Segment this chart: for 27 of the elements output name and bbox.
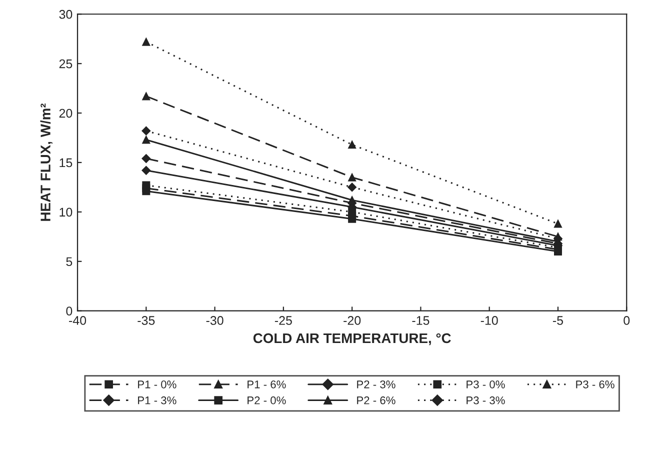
x-tick-label: -10 <box>480 316 498 325</box>
y-tick-label: 15 <box>60 158 72 168</box>
x-tick-label: -25 <box>274 316 292 325</box>
x-tick-label: -40 <box>69 316 86 325</box>
x-tick-label: -15 <box>412 316 430 325</box>
y-tick-label: 10 <box>60 208 72 217</box>
x-tick-label: -30 <box>206 316 224 325</box>
legend-label: P3 - 3% <box>466 396 505 404</box>
x-axis-title: COLD AIR TEMPERATURE, °C <box>253 333 451 346</box>
y-axis-title: HEAT FLUX, W/m² <box>40 104 52 221</box>
x-tick-label: -35 <box>138 316 155 325</box>
y-tick-label: 5 <box>66 257 72 266</box>
legend-label: P1 - 0% <box>138 380 176 388</box>
y-tick-label: 0 <box>66 306 72 316</box>
legend-label: P2 - 0% <box>248 396 286 404</box>
x-tick-label: 0 <box>624 316 630 325</box>
y-tick-label: 30 <box>59 10 72 19</box>
legend-label: P3 - 6% <box>576 380 614 388</box>
x-tick-label: -5 <box>552 316 564 325</box>
y-tick-label: 20 <box>59 108 72 118</box>
legend-label: P3 - 0% <box>466 380 505 388</box>
y-tick-label: 25 <box>59 59 72 68</box>
legend-label: P2 - 3% <box>357 380 396 388</box>
legend-label: P1 - 6% <box>248 380 286 388</box>
legend-label: P2 - 6% <box>357 396 396 404</box>
x-tick-label: -20 <box>344 316 361 325</box>
legend-label: P1 - 3% <box>138 396 176 404</box>
